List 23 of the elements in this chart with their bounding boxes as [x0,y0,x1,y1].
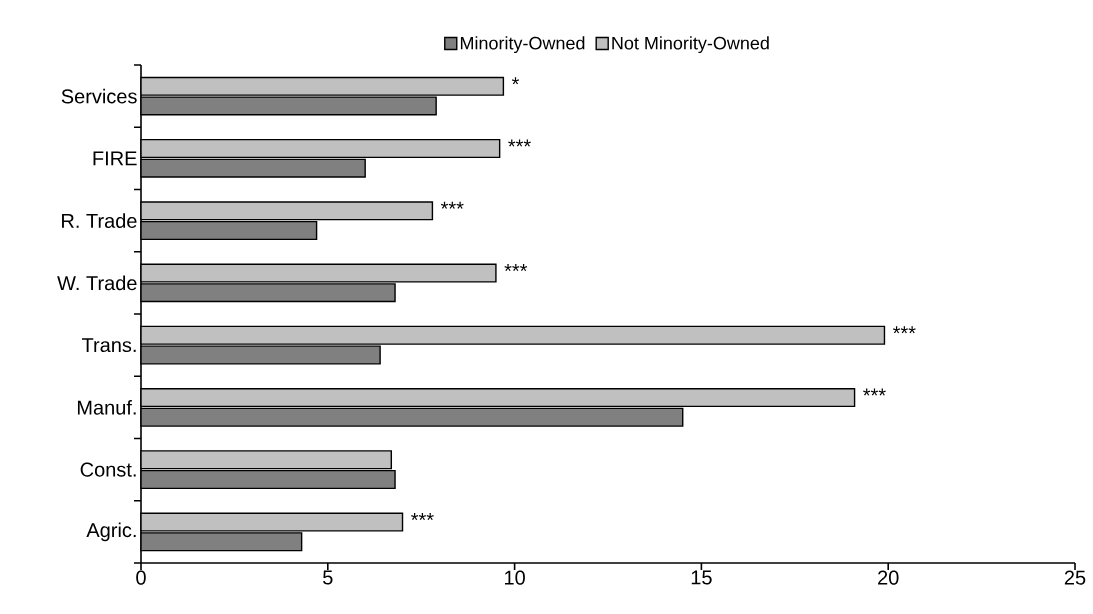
y-tick-label: FIRE [93,151,137,166]
y-tick-label: W. Trade [57,275,137,291]
y-tick-label: Agric. [86,522,136,542]
x-tick-label: 10 [505,570,525,585]
annotation: * [511,77,520,85]
legend-label: Minority-Owned [460,36,585,54]
y-tick-label: R. Trade [62,213,137,228]
x-tick-label: 5 [323,570,333,585]
x-tick-label: 25 [1064,570,1086,585]
annotation: *** [504,264,528,272]
x-tick-label: 15 [691,570,712,585]
y-tick-label: Trans. [81,338,136,353]
y-tick-label: Manuf. [77,400,136,415]
annotation: *** [411,513,434,521]
annotation: *** [508,139,531,147]
x-tick-label: 20 [878,570,899,585]
x-tick-label: 0 [136,570,146,585]
legend-label: Not Minority-Owned [612,36,769,54]
annotation: *** [440,201,464,209]
y-tick-label: Services [61,88,137,104]
annotation: *** [893,326,916,334]
annotation: *** [863,388,886,396]
y-tick-label: Const. [80,462,136,477]
